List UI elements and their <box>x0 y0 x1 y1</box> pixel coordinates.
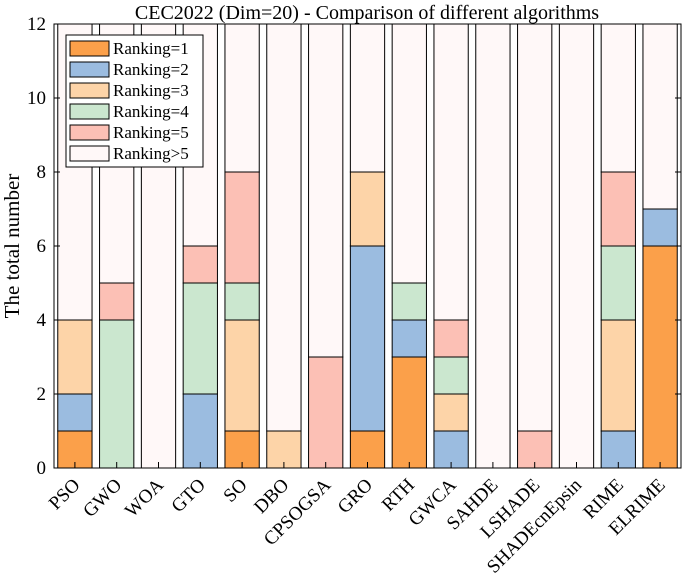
bar-segment-gwca-series-4 <box>433 356 469 395</box>
legend-label-5: Ranking=5 <box>113 123 189 142</box>
bar-segment-elrime-series-1 <box>642 245 678 469</box>
y-tick-label: 8 <box>37 162 47 183</box>
y-tick-label: 2 <box>37 384 47 405</box>
bar-segment-rime-series-3 <box>600 319 636 432</box>
y-axis-label: The total number <box>0 174 24 319</box>
bar-segment-gwca-series-3 <box>433 393 469 432</box>
legend-label-1: Ranking=1 <box>113 39 189 58</box>
x-tick-label-gwo: GWO <box>79 475 126 522</box>
legend-swatch-5 <box>69 124 110 141</box>
legend-swatch-3 <box>69 82 110 99</box>
bar-segment-gro-series-3 <box>349 171 386 247</box>
bar-segment-gro-series-2 <box>349 245 386 432</box>
bar-segment-cpsogsa-series-5 <box>308 356 344 469</box>
legend-swatch-1 <box>69 40 110 57</box>
chart-title: CEC2022 (Dim=20) - Comparison of differe… <box>135 2 599 24</box>
legend-swatch-2 <box>69 61 110 78</box>
y-tick-label: 6 <box>37 236 47 257</box>
x-tick-label-gto: GTO <box>168 475 210 517</box>
bar-segment-elrime-series-6 <box>642 23 678 210</box>
legend: Ranking=1 Ranking=2 Ranking=3 Ranking=4 Rank… <box>65 34 204 168</box>
bar-segment-pso-series-1 <box>57 430 93 469</box>
bar-segment-elrime-series-2 <box>642 208 678 247</box>
legend-label-2: Ranking=2 <box>113 60 189 79</box>
bar-segment-so-series-1 <box>224 430 260 469</box>
bar-segment-rime-series-6 <box>600 23 636 173</box>
bar-segment-sahde-series-6 <box>475 23 511 469</box>
legend-swatch-4 <box>69 103 110 120</box>
bar-group <box>57 23 678 469</box>
x-tick-label-pso: PSO <box>45 475 84 514</box>
x-tick-label-gro: GRO <box>334 475 377 518</box>
legend-label-3: Ranking=3 <box>113 81 189 100</box>
bar-segment-so-series-4 <box>224 282 260 321</box>
bar-segment-so-series-5 <box>224 171 260 284</box>
y-tick-label: 0 <box>37 458 47 479</box>
bar-segment-lshade-series-6 <box>517 23 553 432</box>
bar-segment-shadecnepsin-series-6 <box>558 23 595 469</box>
bar-segment-dbo-series-6 <box>266 23 302 432</box>
bar-segment-gwca-series-5 <box>433 319 469 358</box>
bar-segment-so-series-6 <box>224 23 260 173</box>
bar-segment-pso-series-3 <box>57 319 93 395</box>
legend-label-4: Ranking=4 <box>113 102 189 121</box>
bar-segment-so-series-3 <box>224 319 260 432</box>
bar-segment-rth-series-6 <box>391 23 427 284</box>
bar-segment-rime-series-2 <box>600 430 636 469</box>
bar-segment-gto-series-4 <box>182 282 218 395</box>
bar-segment-cpsogsa-series-6 <box>308 23 344 358</box>
bar-segment-dbo-series-3 <box>266 430 302 469</box>
bar-segment-rime-series-4 <box>600 245 636 321</box>
bar-segment-rime-series-5 <box>600 171 636 247</box>
legend-swatch-6 <box>69 145 110 162</box>
bar-segment-gto-series-5 <box>182 245 218 284</box>
bar-segment-gto-series-2 <box>182 393 218 469</box>
bar-segment-gro-series-6 <box>349 23 386 173</box>
bar-segment-gwo-series-5 <box>99 282 135 321</box>
bar-segment-rth-series-4 <box>391 282 427 321</box>
bar-segment-pso-series-2 <box>57 393 93 432</box>
legend-box <box>65 34 204 168</box>
y-tick-label: 10 <box>27 88 46 109</box>
bar-segment-gwo-series-4 <box>99 319 135 469</box>
bar-segment-gwca-series-6 <box>433 23 469 321</box>
y-tick-label: 12 <box>27 14 46 35</box>
bar-segment-rth-series-1 <box>391 356 427 469</box>
legend-label-6: Ranking>5 <box>113 144 189 163</box>
x-tick-label-so: SO <box>220 475 252 507</box>
bar-segment-rth-series-2 <box>391 319 427 358</box>
x-tick-label-woa: WOA <box>121 474 168 521</box>
y-tick-label: 4 <box>37 310 47 331</box>
